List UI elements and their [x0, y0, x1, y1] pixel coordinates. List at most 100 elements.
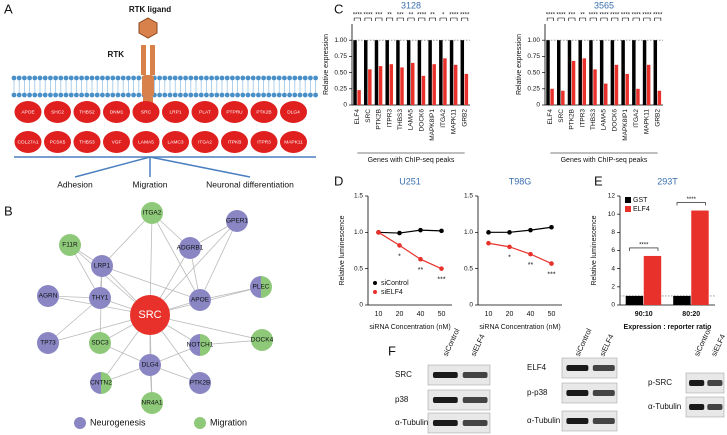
- blot-band: [592, 390, 615, 396]
- x-tick-label: 10: [485, 311, 493, 318]
- significance: ****: [546, 13, 556, 19]
- lipid-head: [219, 92, 225, 98]
- node-label: ITGA2: [143, 210, 162, 217]
- network-node: [179, 237, 201, 259]
- point: [439, 266, 444, 271]
- lipid-head: [224, 92, 230, 98]
- x-tick-label: GRB2: [654, 109, 661, 127]
- x-tick-label: SRC: [558, 109, 565, 123]
- bar: [582, 58, 587, 105]
- lipid-head: [63, 75, 69, 81]
- outcome-label: Migration: [133, 179, 168, 189]
- lipid-head: [214, 75, 220, 81]
- point: [397, 243, 402, 248]
- y-tick-label: 1.5: [354, 193, 363, 200]
- bar: [411, 62, 415, 105]
- row-label: α-Tubulin: [648, 402, 681, 411]
- gene-label: PTK2B: [256, 109, 271, 115]
- y-tick-label: 0.50: [527, 69, 540, 76]
- y-tick-label: 0.75: [527, 53, 540, 60]
- lipid-head: [68, 75, 74, 81]
- bar: [571, 60, 576, 105]
- gene-label: MAPK11: [284, 139, 303, 145]
- lipid-head: [292, 75, 298, 81]
- significance-bracket: [407, 17, 415, 21]
- lipid-head: [230, 75, 235, 81]
- outcome-label: Neuronal differentiation: [206, 179, 294, 189]
- bar: [632, 40, 636, 106]
- lipid-head: [131, 75, 137, 81]
- row-label: p38: [395, 395, 409, 404]
- network-node: [37, 332, 59, 354]
- blot-band: [707, 380, 723, 386]
- point: [418, 227, 423, 233]
- y-tick-label: 1.0: [354, 229, 363, 236]
- bar: [378, 66, 383, 105]
- bar: [439, 40, 443, 106]
- point: [418, 256, 423, 262]
- node-label: ADGRB1: [177, 245, 204, 252]
- series-line: [488, 242, 552, 265]
- x-tick-label: 10: [375, 311, 383, 318]
- lipid-head: [282, 75, 287, 81]
- lipid-head: [167, 92, 173, 98]
- point: [376, 230, 381, 235]
- blot-band: [462, 397, 488, 403]
- lipid-head: [105, 92, 110, 98]
- outcome-arrow: [149, 156, 251, 178]
- y-tick-label: 0.50: [334, 69, 347, 76]
- network-node-half: [90, 372, 101, 394]
- network-node: [91, 255, 113, 277]
- network-node-half: [250, 276, 261, 298]
- gene-label: ITPR3: [257, 139, 271, 145]
- lipid-head: [219, 75, 225, 81]
- legend-label: siControl: [381, 280, 409, 287]
- node-label: PTK2B: [190, 380, 211, 387]
- lipid-head: [37, 92, 43, 98]
- lipid-head: [167, 75, 173, 81]
- bar: [621, 40, 625, 106]
- bar: [653, 40, 658, 106]
- x-tick-label: DOCK6: [418, 109, 425, 132]
- bar: [449, 40, 454, 106]
- gene-label: LAMA5: [138, 139, 154, 145]
- bar: [691, 210, 709, 305]
- lipid-head: [172, 75, 178, 81]
- gene-node: [103, 131, 130, 153]
- lipid-head: [178, 92, 183, 98]
- y-tick-label: 12: [608, 193, 616, 200]
- network-node: [89, 287, 111, 309]
- point: [528, 227, 533, 233]
- lipid-head: [178, 75, 183, 81]
- significance-bracket: [589, 17, 597, 21]
- blot-strip: [561, 410, 618, 432]
- gene-node: [132, 101, 160, 123]
- blot-band: [566, 390, 589, 396]
- gene-node: [44, 101, 71, 123]
- row-label: α-Tubulin: [527, 416, 560, 425]
- significance-bracket: [396, 17, 404, 21]
- x-tick-label: 40: [417, 311, 425, 318]
- significance-bracket: [676, 202, 706, 206]
- legend-swatch: [625, 197, 631, 203]
- lipid-head: [16, 75, 22, 81]
- significance: ***: [397, 13, 405, 19]
- lipid-head: [240, 75, 246, 81]
- bar: [578, 40, 582, 106]
- bar: [550, 88, 554, 105]
- significance: **: [430, 13, 435, 19]
- panel-label: F: [388, 343, 396, 358]
- significance-bracket: [546, 17, 554, 21]
- legend-swatch: [373, 281, 377, 285]
- lipid-head: [250, 75, 256, 81]
- node-label: LRP1: [94, 263, 111, 270]
- network-node: [189, 289, 211, 311]
- lipid-head: [198, 75, 204, 81]
- lipid-head: [287, 75, 292, 81]
- y-tick-label: 0.25: [527, 86, 540, 93]
- point: [507, 244, 512, 250]
- x-tick-label: 20: [506, 311, 514, 318]
- chart-title: 3565: [594, 0, 614, 10]
- chart-title: 293T: [657, 176, 678, 186]
- significance-bracket: [450, 17, 458, 21]
